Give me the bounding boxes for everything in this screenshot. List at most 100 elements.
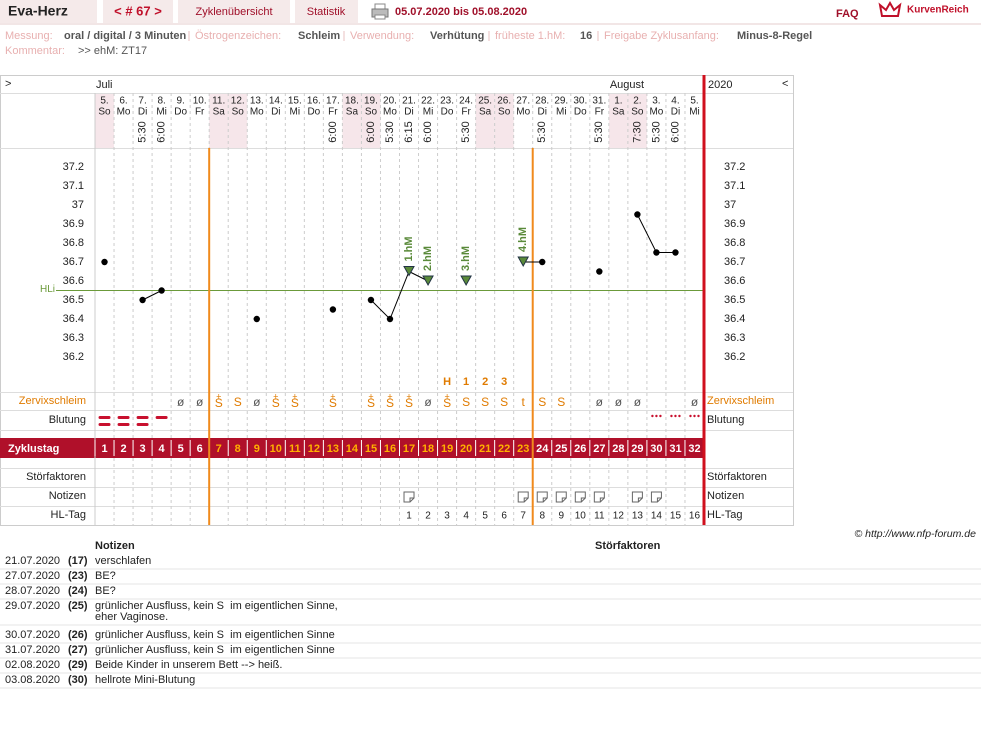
note-day: (17) [68, 555, 88, 567]
mucus-sign: ø [424, 395, 432, 409]
weekend-shade [494, 93, 514, 148]
cycle-nav[interactable]: < # 67 > [114, 3, 162, 18]
row-label: Notizen [49, 490, 86, 502]
cycle-day: 28 [612, 443, 624, 455]
weekday-label: Di [671, 107, 680, 118]
bleeding-icon [670, 414, 673, 418]
row-label: Zyklustag [8, 443, 59, 455]
day-label: 12. [231, 96, 245, 107]
tab-label[interactable]: Statistik [307, 6, 346, 18]
temperature-point [329, 306, 337, 313]
weekday-label: Mo [383, 107, 397, 118]
row-label: Störfaktoren [26, 471, 86, 483]
note-date: 29.07.2020 [5, 600, 60, 612]
weekday-label: Mi [423, 107, 434, 118]
bleeding-icon [155, 416, 168, 419]
y-tick-label: 37.2 [63, 161, 84, 173]
mucus-sign: ø [177, 395, 185, 409]
cycle-day: 6 [197, 443, 203, 455]
brand[interactable]: KurvenReich [907, 5, 969, 16]
print-icon[interactable] [371, 3, 389, 20]
y-tick-label: 36.8 [724, 237, 745, 249]
faq-link[interactable]: FAQ [836, 8, 859, 20]
info-label: Freigabe Zyklusanfang: [604, 30, 719, 42]
row-label: Notizen [707, 490, 744, 502]
weekday-label: Di [538, 107, 547, 118]
mucus-mark: + [387, 391, 392, 401]
cycle-day: 21 [479, 443, 491, 455]
weekday-label: So [498, 107, 511, 118]
chart-frame [0, 75, 794, 526]
nav-right[interactable]: < [782, 78, 788, 90]
temperature-point [672, 249, 679, 256]
temperature-point [653, 249, 660, 256]
day-label: 1. [614, 96, 622, 107]
y-tick-label: 37.1 [724, 180, 745, 192]
y-tick-label: 36.3 [724, 332, 745, 344]
cycle-bar [0, 438, 704, 458]
note-icon [517, 491, 529, 503]
cycle-day: 23 [517, 443, 529, 455]
hl-day: 15 [670, 511, 682, 522]
tab[interactable] [295, 0, 358, 23]
time-label: 5:30 [136, 121, 148, 142]
cycle-day: 9 [254, 443, 260, 455]
comment-label: Kommentar: [5, 45, 65, 57]
weekday-label: Fr [195, 107, 205, 118]
day-label: 25. [478, 96, 492, 107]
day-label: 2. [633, 96, 641, 107]
nav-left: > [5, 78, 11, 90]
y-tick-label: 36.9 [63, 218, 84, 230]
mucus-sign: ø [634, 395, 642, 409]
weekday-label: Sa [346, 107, 359, 118]
note-text: grünlicher Ausfluss, kein S im eigentlic… [95, 629, 335, 641]
credit: © http://www.nfp-forum.de [854, 528, 976, 540]
y-tick-label: 36.8 [63, 237, 84, 249]
month-label: Juli [96, 79, 113, 91]
bleeding-icon [117, 423, 130, 426]
y-tick-label: 36.7 [724, 256, 745, 268]
peak-label: 1 [463, 376, 469, 388]
day-label: 6. [119, 96, 127, 107]
year: 2020 [708, 79, 732, 91]
month-label: August [610, 79, 644, 91]
tab[interactable] [178, 0, 290, 23]
day-label: 16. [307, 96, 321, 107]
note-day: (27) [68, 644, 88, 656]
time-label: 6:00 [422, 121, 434, 142]
tab-label[interactable]: Zyklenübersicht [195, 6, 272, 18]
cycle-day: 14 [346, 443, 359, 455]
day-label: 8. [157, 96, 165, 107]
cycle-day: 25 [555, 443, 567, 455]
mucus-sign: S [272, 396, 280, 410]
cycle-tab[interactable] [103, 0, 173, 23]
hl-day: 6 [501, 511, 507, 522]
hl-label: HLi [40, 284, 55, 295]
info-value: Schleim [298, 30, 340, 42]
day-label: 30. [573, 96, 587, 107]
cycle-day: 1 [101, 443, 107, 455]
note-text: hellrote Mini-Blutung [95, 674, 195, 686]
info-label: Messung: [5, 30, 53, 42]
weekday-label: So [365, 107, 378, 118]
weekday-label: Sa [612, 107, 625, 118]
day-label: 31. [592, 96, 606, 107]
hl-day: 2 [425, 511, 431, 522]
date-range: 05.07.2020 bis 05.08.2020 [395, 6, 527, 18]
row-label: Störfaktoren [707, 471, 767, 483]
weekday-label: Di [404, 107, 413, 118]
mucus-sign: ø [196, 395, 204, 409]
bleeding-icon [98, 416, 111, 419]
mucus-sign: S [215, 396, 223, 410]
temperature-line [142, 214, 676, 320]
weekend-shade [95, 93, 115, 148]
cycle-day: 16 [384, 443, 396, 455]
mucus-sign: ø [691, 395, 699, 409]
hl-day: 7 [520, 511, 526, 522]
weekday-label: Fr [461, 107, 471, 118]
cycle-day: 18 [422, 443, 434, 455]
bleeding-icon [659, 414, 662, 418]
info-value: 16 [580, 30, 592, 42]
hl-day: 9 [558, 511, 564, 522]
cycle-day: 26 [574, 443, 586, 455]
